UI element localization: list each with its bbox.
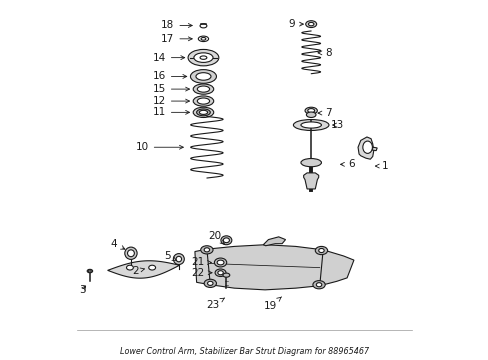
Ellipse shape bbox=[307, 109, 314, 113]
Text: 18: 18 bbox=[161, 21, 192, 31]
Text: 13: 13 bbox=[330, 120, 343, 130]
Ellipse shape bbox=[316, 283, 321, 287]
Ellipse shape bbox=[197, 86, 209, 92]
Text: 19: 19 bbox=[263, 297, 281, 311]
Ellipse shape bbox=[87, 269, 92, 273]
Ellipse shape bbox=[173, 253, 184, 265]
Ellipse shape bbox=[188, 49, 219, 66]
Text: 7: 7 bbox=[317, 108, 331, 118]
Ellipse shape bbox=[198, 36, 208, 41]
Polygon shape bbox=[371, 147, 376, 151]
Ellipse shape bbox=[315, 246, 327, 255]
Text: 6: 6 bbox=[340, 159, 354, 169]
Ellipse shape bbox=[126, 265, 133, 270]
Polygon shape bbox=[195, 245, 353, 290]
Ellipse shape bbox=[293, 120, 328, 130]
Text: 23: 23 bbox=[206, 298, 224, 310]
Text: 14: 14 bbox=[152, 53, 184, 63]
Ellipse shape bbox=[221, 236, 231, 245]
Ellipse shape bbox=[193, 107, 213, 117]
Ellipse shape bbox=[127, 250, 134, 257]
Ellipse shape bbox=[214, 258, 226, 267]
Text: 12: 12 bbox=[152, 96, 189, 106]
Text: 15: 15 bbox=[152, 84, 189, 94]
Ellipse shape bbox=[200, 246, 213, 254]
Ellipse shape bbox=[200, 56, 206, 59]
Ellipse shape bbox=[217, 271, 223, 275]
Ellipse shape bbox=[362, 141, 372, 153]
Ellipse shape bbox=[305, 21, 316, 28]
Ellipse shape bbox=[197, 98, 209, 104]
Ellipse shape bbox=[311, 182, 315, 185]
Text: Lower Control Arm, Stabilizer Bar Strut Diagram for 88965467: Lower Control Arm, Stabilizer Bar Strut … bbox=[120, 347, 368, 356]
Text: 1: 1 bbox=[375, 161, 388, 171]
Ellipse shape bbox=[199, 110, 207, 114]
Ellipse shape bbox=[203, 279, 216, 287]
Text: 16: 16 bbox=[152, 71, 186, 81]
Ellipse shape bbox=[203, 248, 209, 252]
Ellipse shape bbox=[305, 107, 317, 114]
Text: 9: 9 bbox=[288, 19, 303, 29]
Ellipse shape bbox=[223, 238, 229, 243]
Ellipse shape bbox=[193, 84, 213, 94]
Text: 17: 17 bbox=[161, 34, 192, 44]
Ellipse shape bbox=[306, 112, 315, 117]
Ellipse shape bbox=[176, 256, 181, 262]
Ellipse shape bbox=[124, 247, 137, 260]
Ellipse shape bbox=[196, 109, 210, 116]
Polygon shape bbox=[303, 173, 318, 189]
Ellipse shape bbox=[306, 182, 310, 185]
Text: 2: 2 bbox=[132, 266, 144, 276]
Text: 10: 10 bbox=[135, 142, 183, 152]
Ellipse shape bbox=[215, 269, 225, 276]
Text: 3: 3 bbox=[79, 285, 85, 295]
Text: 4: 4 bbox=[110, 239, 124, 249]
Ellipse shape bbox=[193, 53, 213, 62]
Polygon shape bbox=[263, 237, 285, 246]
Ellipse shape bbox=[88, 270, 91, 272]
Text: 11: 11 bbox=[152, 107, 189, 117]
Ellipse shape bbox=[190, 69, 216, 83]
Polygon shape bbox=[107, 261, 179, 278]
Text: 8: 8 bbox=[317, 48, 331, 58]
Ellipse shape bbox=[300, 122, 321, 128]
Text: 20: 20 bbox=[208, 231, 224, 244]
Ellipse shape bbox=[312, 281, 325, 289]
Ellipse shape bbox=[308, 22, 313, 26]
Ellipse shape bbox=[207, 281, 213, 285]
Ellipse shape bbox=[201, 37, 205, 40]
Polygon shape bbox=[357, 137, 373, 159]
Text: 21: 21 bbox=[191, 257, 211, 267]
Ellipse shape bbox=[193, 96, 213, 106]
Text: 5: 5 bbox=[164, 251, 176, 261]
Ellipse shape bbox=[223, 273, 229, 277]
Ellipse shape bbox=[300, 158, 321, 167]
Ellipse shape bbox=[318, 248, 324, 253]
Ellipse shape bbox=[196, 73, 210, 80]
Ellipse shape bbox=[217, 260, 224, 265]
Text: 22: 22 bbox=[191, 268, 212, 278]
Ellipse shape bbox=[148, 265, 155, 270]
